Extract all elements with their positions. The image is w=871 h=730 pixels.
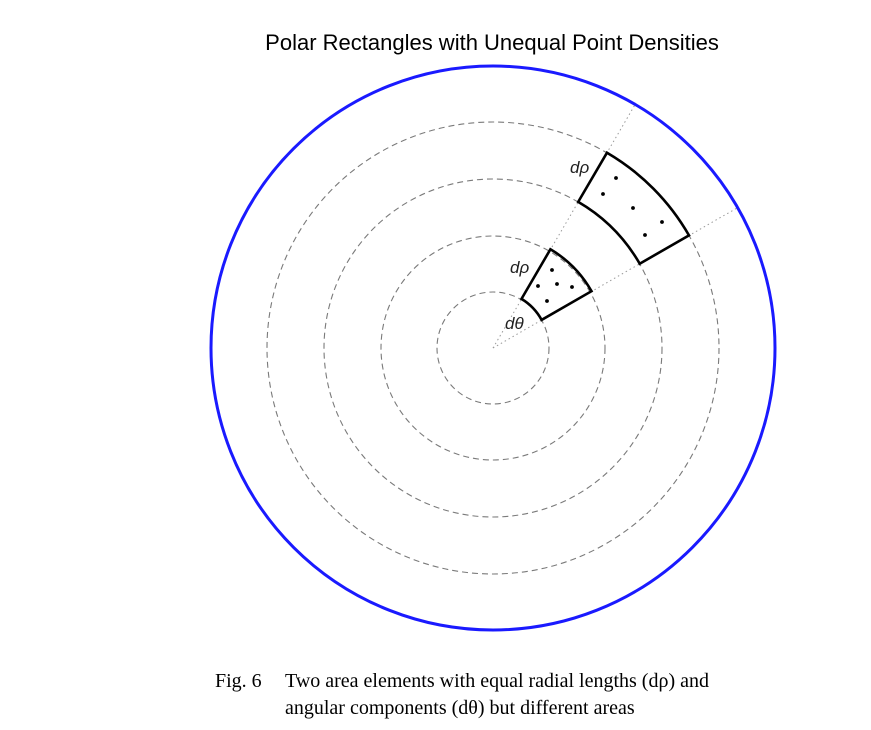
- inner-element-points: [536, 268, 574, 303]
- dashed-circle-4: [266, 121, 720, 575]
- dtheta-label: dθ: [505, 314, 524, 333]
- radial-line-upper: [492, 102, 637, 349]
- figure-caption: Fig. 6 Two area elements with equal radia…: [215, 668, 835, 722]
- drho-inner-label: dρ: [510, 258, 529, 277]
- dashed-circle-3: [323, 178, 663, 518]
- outer-area-element: [576, 150, 691, 266]
- caption-line-2: angular components (dθ) but different ar…: [285, 697, 635, 719]
- point: [555, 282, 559, 286]
- dashed-circle-1: [436, 291, 550, 405]
- point: [643, 233, 647, 237]
- figure-title: Polar Rectangles with Unequal Point Dens…: [265, 30, 719, 55]
- drho-outer-label: dρ: [570, 158, 589, 177]
- outer-boundary-circle: [209, 64, 777, 632]
- point: [550, 268, 554, 272]
- dashed-circle-2: [380, 235, 606, 461]
- outer-element-points: [601, 176, 664, 237]
- point: [545, 299, 549, 303]
- point: [601, 192, 605, 196]
- point: [614, 176, 618, 180]
- point: [570, 285, 574, 289]
- point: [536, 284, 540, 288]
- caption-line-1: Two area elements with equal radial leng…: [285, 670, 709, 692]
- inner-area-element: [519, 247, 594, 322]
- caption-number: Fig. 6: [215, 670, 262, 692]
- point: [660, 220, 664, 224]
- dashed-circles: [266, 121, 720, 575]
- radial-line-lower: [492, 207, 738, 349]
- radial-guides: [492, 102, 738, 349]
- point: [631, 206, 635, 210]
